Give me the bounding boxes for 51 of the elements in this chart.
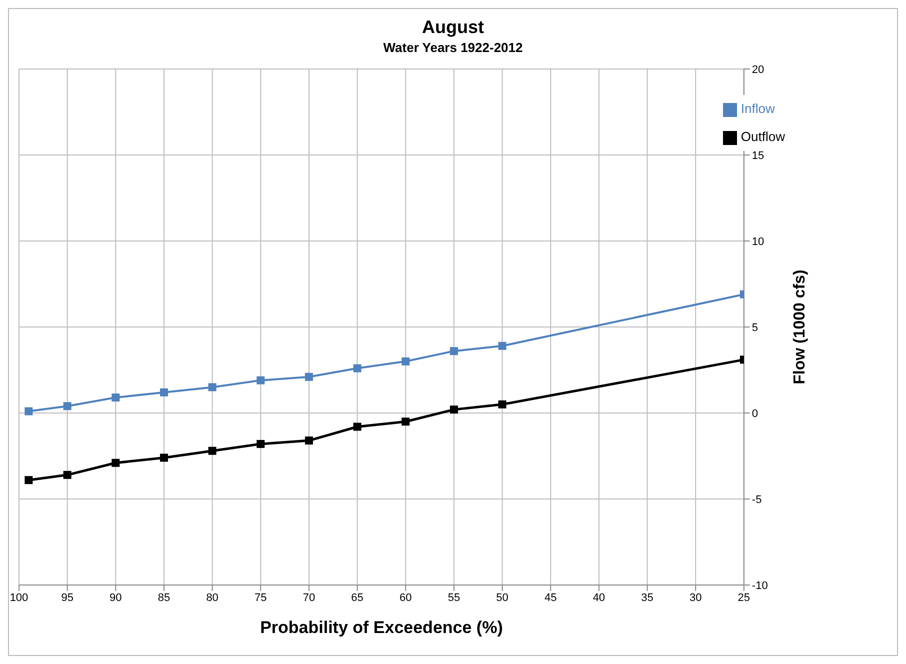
x-tick-label: 70 bbox=[302, 592, 316, 604]
x-tick-label: 95 bbox=[61, 592, 74, 604]
x-tick-label: 90 bbox=[110, 592, 122, 604]
legend-label: Outflow bbox=[740, 129, 785, 144]
y-tick-label: 20 bbox=[752, 64, 764, 76]
point bbox=[160, 388, 168, 396]
point bbox=[304, 372, 313, 381]
point bbox=[112, 458, 120, 467]
chart-title: August bbox=[421, 17, 485, 38]
y-tick-label: -5 bbox=[752, 494, 762, 506]
x-tick-label: 100 bbox=[10, 592, 28, 604]
x-tick-label: 55 bbox=[448, 592, 460, 604]
point bbox=[450, 347, 458, 356]
x-tick-label: 65 bbox=[351, 592, 364, 604]
point bbox=[402, 418, 410, 426]
y-tick-label: 0 bbox=[752, 408, 758, 420]
point bbox=[256, 440, 265, 448]
x-tick-label: 75 bbox=[254, 592, 267, 604]
point bbox=[256, 376, 265, 384]
x-tick-label: 60 bbox=[400, 592, 412, 604]
x-tick-label: 25 bbox=[738, 592, 750, 604]
x-tick-label: 35 bbox=[641, 592, 654, 604]
x-tick-label: 30 bbox=[689, 592, 702, 604]
point bbox=[353, 422, 362, 431]
point bbox=[353, 364, 362, 372]
point bbox=[63, 402, 72, 410]
point bbox=[208, 383, 216, 392]
y-tick-label: -10 bbox=[752, 580, 768, 592]
point bbox=[450, 406, 458, 414]
legend-label: Inflow bbox=[740, 101, 775, 116]
point bbox=[498, 400, 506, 408]
point bbox=[304, 436, 313, 445]
y-tick-label: 10 bbox=[752, 236, 764, 248]
x-tick-label: 80 bbox=[206, 592, 218, 604]
point bbox=[160, 454, 168, 462]
y-axis-title: Flow (1000 cfs) bbox=[792, 270, 809, 384]
x-tick-label: 45 bbox=[544, 592, 557, 604]
x-tick-label: 85 bbox=[158, 592, 170, 604]
point bbox=[208, 446, 216, 455]
point bbox=[24, 476, 33, 484]
point bbox=[24, 407, 33, 416]
point bbox=[402, 357, 410, 366]
y-tick-label: 15 bbox=[752, 150, 764, 162]
chart-subtitle: Water Years 1922-2012 bbox=[382, 40, 524, 55]
point bbox=[63, 470, 72, 479]
x-axis-title: Probability of Exceedence (%) bbox=[260, 618, 503, 637]
x-tick-label: 40 bbox=[592, 592, 606, 604]
x-tick-label: 50 bbox=[496, 592, 508, 604]
point bbox=[112, 394, 120, 402]
point bbox=[498, 342, 506, 350]
y-tick-label: 5 bbox=[752, 322, 758, 334]
